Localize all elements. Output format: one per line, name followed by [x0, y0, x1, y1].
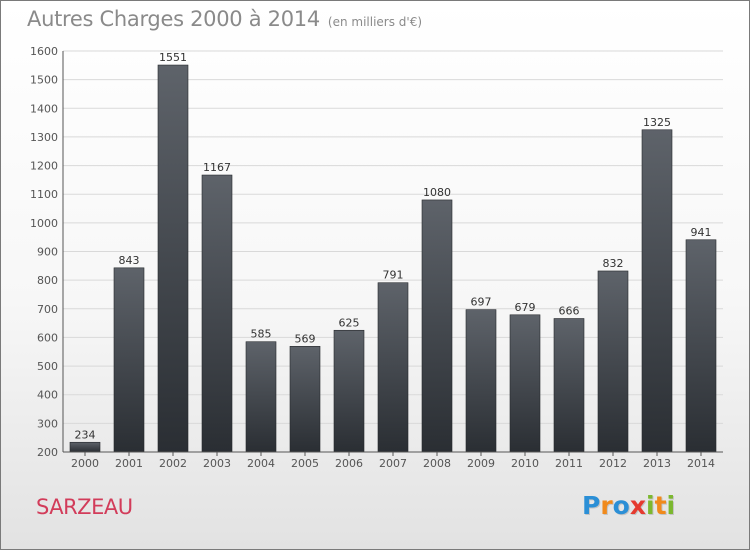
y-tick-label: 1300	[30, 131, 58, 144]
x-tick-label: 2003	[203, 457, 231, 470]
bar-2014	[685, 239, 717, 453]
x-tick-label: 2004	[247, 457, 275, 470]
bar-value-label: 625	[339, 316, 360, 329]
logo-letter: i	[666, 491, 676, 520]
x-tick-label: 2007	[379, 457, 407, 470]
x-tick-label: 2000	[71, 457, 99, 470]
city-name: SARZEAU	[36, 495, 133, 519]
bar-value-label: 791	[383, 269, 404, 282]
chart-title-main: Autres Charges 2000 à 2014	[27, 7, 320, 31]
y-tick-label: 1500	[30, 74, 58, 87]
bar-2005	[289, 346, 321, 453]
x-tick-label: 2014	[687, 457, 715, 470]
bar-value-label: 679	[515, 301, 536, 314]
bar-2007	[377, 282, 409, 453]
bar-2004	[245, 341, 277, 453]
chart-title: Autres Charges 2000 à 2014 (en milliers d…	[27, 7, 422, 31]
y-tick-label: 300	[37, 417, 58, 430]
y-tick-label: 1600	[30, 45, 58, 58]
y-tick-label: 400	[37, 389, 58, 402]
y-tick-label: 1000	[30, 217, 58, 230]
bar-2008	[421, 199, 453, 453]
bar-2003	[201, 174, 233, 453]
bar-2009	[465, 309, 497, 453]
logo-letter: i	[646, 491, 655, 520]
bar-value-label: 1325	[643, 116, 671, 129]
logo-letter: o	[612, 491, 630, 520]
bar-value-label: 832	[603, 257, 624, 270]
y-tick-label: 600	[37, 331, 58, 344]
bar-value-label: 585	[251, 328, 272, 341]
x-tick-label: 2011	[555, 457, 583, 470]
proxiti-logo: Proxiti	[582, 491, 675, 520]
bar-2012	[597, 270, 629, 453]
bar-value-label: 697	[471, 296, 492, 309]
y-tick-label: 1100	[30, 188, 58, 201]
x-tick-label: 2009	[467, 457, 495, 470]
y-tick-label: 500	[37, 360, 58, 373]
y-tick-label: 900	[37, 246, 58, 259]
bar-value-label: 1167	[203, 161, 231, 174]
bar-2013	[641, 129, 673, 453]
x-tick-label: 2006	[335, 457, 363, 470]
logo-letter: t	[654, 491, 667, 520]
bar-value-label: 941	[691, 226, 712, 239]
x-axis: 2000 2001 2002 2003 2004 2005 2006 2007 2008 2009…	[63, 451, 723, 470]
logo-letter: r	[600, 491, 613, 520]
bar-2010	[509, 314, 541, 453]
bar-2006	[333, 329, 365, 453]
bar-value-label: 234	[75, 428, 96, 441]
y-axis: 200 300 400 500 600 700 800 900 1000 1100 1200 1300…	[30, 45, 64, 459]
bar-value-label: 843	[119, 254, 140, 267]
y-tick-label: 800	[37, 274, 58, 287]
bar-value-label: 666	[559, 305, 580, 318]
bar-2000	[69, 441, 101, 453]
y-tick-label: 200	[37, 446, 58, 459]
x-tick-label: 2005	[291, 457, 319, 470]
logo-letter: x	[629, 491, 646, 520]
x-tick-label: 2008	[423, 457, 451, 470]
bar-2011	[553, 318, 585, 453]
y-tick-label: 1200	[30, 160, 58, 173]
chart-title-unit: (en milliers d'€)	[327, 15, 423, 29]
y-tick-label: 1400	[30, 102, 58, 115]
bar-value-label: 569	[295, 332, 316, 345]
bar-value-label: 1080	[423, 186, 451, 199]
bar-2002	[157, 64, 189, 453]
x-tick-label: 2010	[511, 457, 539, 470]
logo-letter: P	[582, 491, 601, 520]
x-tick-label: 2013	[643, 457, 671, 470]
x-tick-label: 2012	[599, 457, 627, 470]
x-tick-label: 2001	[115, 457, 143, 470]
y-tick-label: 700	[37, 303, 58, 316]
bar-value-label: 1551	[159, 51, 187, 64]
bars: 234 843 1551 1167 585 569 625 791 1080 697 679 666 8…	[69, 51, 717, 453]
bar-2001	[113, 267, 145, 453]
x-tick-label: 2002	[159, 457, 187, 470]
